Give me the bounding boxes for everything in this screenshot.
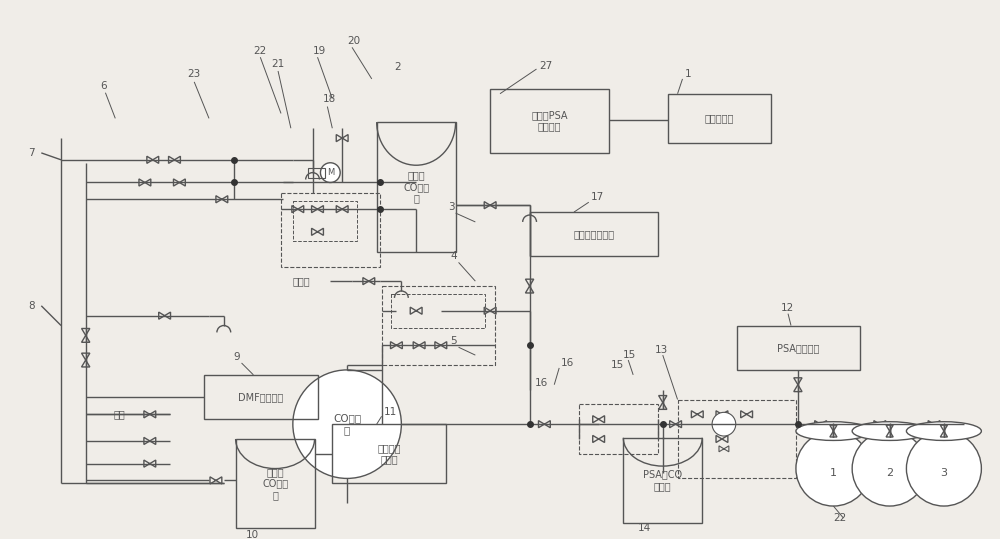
Text: 10: 10 [245,530,259,539]
Text: 17: 17 [591,192,604,202]
Text: 14: 14 [638,523,651,533]
Text: 纯氧气化炉: 纯氧气化炉 [705,113,734,123]
Text: 4: 4 [451,252,457,261]
Text: 甲酸钠生
产装置: 甲酸钠生 产装置 [377,443,401,465]
Circle shape [796,431,871,506]
Text: CO离心
机: CO离心 机 [333,413,361,435]
Text: 2: 2 [886,468,893,479]
Bar [293,201,357,241]
Bar [737,326,860,370]
Text: 9: 9 [234,352,240,362]
Text: 1: 1 [684,69,691,79]
Bar [668,94,771,143]
Text: 27: 27 [539,61,553,71]
Bar [377,122,456,252]
Text: 16: 16 [561,358,574,368]
Bar [332,424,446,483]
Bar [391,294,485,328]
Bar [623,438,702,523]
Circle shape [906,431,981,506]
Bar [678,399,796,479]
Bar [236,439,315,528]
Text: DMF生产装置: DMF生产装置 [238,392,283,402]
Bar [382,286,495,365]
Text: 乙二醇生产系统: 乙二醇生产系统 [573,229,614,239]
Ellipse shape [852,421,927,440]
Text: 22: 22 [253,46,267,56]
Text: 1: 1 [830,468,837,479]
Ellipse shape [796,421,871,440]
Text: 23: 23 [187,69,201,79]
Text: 2: 2 [394,62,401,72]
Circle shape [712,412,736,436]
Circle shape [293,370,401,479]
Text: 11: 11 [384,407,397,417]
Text: 18: 18 [322,94,336,103]
Text: M: M [327,168,334,177]
Text: 22: 22 [833,513,847,523]
Bar [281,194,380,267]
Text: 3: 3 [448,202,454,212]
Bar [579,404,658,454]
Bar [530,212,658,257]
Text: 21: 21 [271,59,284,69]
Bar [490,89,609,153]
Text: 气化炉
CO缓冲
罐: 气化炉 CO缓冲 罐 [403,170,429,203]
Circle shape [852,431,927,506]
Text: 15: 15 [623,350,637,360]
Text: 20: 20 [347,37,360,46]
Text: 气化炉PSA
提纯装置: 气化炉PSA 提纯装置 [531,110,568,132]
Text: 3: 3 [940,468,947,479]
Text: 19: 19 [313,46,326,56]
Text: 13: 13 [655,345,668,355]
Text: 12: 12 [781,303,794,313]
Bar [204,375,318,419]
Circle shape [320,163,340,183]
Text: 甲酸钠
CO缓冲
罐: 甲酸钠 CO缓冲 罐 [262,467,288,500]
Ellipse shape [906,421,981,440]
Text: 16: 16 [535,378,548,388]
Text: 5: 5 [451,336,457,346]
Text: PSA脱CO
缓冲罐: PSA脱CO 缓冲罐 [643,469,682,491]
Text: 取样点: 取样点 [293,276,310,286]
Text: PSA提纯装置: PSA提纯装置 [777,343,820,353]
Text: 8: 8 [28,301,35,311]
Text: 15: 15 [610,360,624,370]
Text: 7: 7 [28,148,35,158]
Bar [308,168,325,177]
Text: 6: 6 [100,81,107,91]
Text: 倒淋: 倒淋 [113,409,125,419]
